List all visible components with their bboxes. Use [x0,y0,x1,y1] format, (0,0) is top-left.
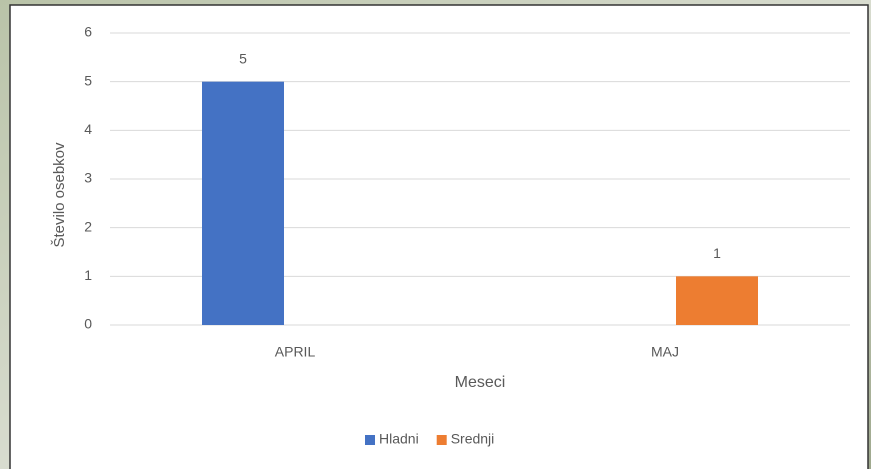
chart-frame [9,4,869,469]
y-tick-label: 5 [84,72,92,88]
y-tick-label: 3 [84,170,92,186]
legend-label: Srednji [451,431,495,447]
bar [202,81,284,326]
x-tick-label: MAJ [651,344,679,360]
y-tick-label: 1 [84,267,92,283]
legend-label: Hladni [379,431,419,447]
data-label: 5 [239,50,247,66]
legend-swatch [365,435,375,445]
bar [676,276,758,325]
x-tick-label: APRIL [275,344,316,360]
x-axis-title: Meseci [455,374,506,391]
y-tick-label: 2 [84,218,92,234]
data-label: 1 [713,245,721,261]
y-axis-title: Število osebkov [51,142,68,248]
legend-swatch [436,435,447,445]
y-tick-label: 4 [84,121,92,137]
y-tick-label: 0 [84,316,92,332]
y-tick-label: 6 [84,24,92,40]
